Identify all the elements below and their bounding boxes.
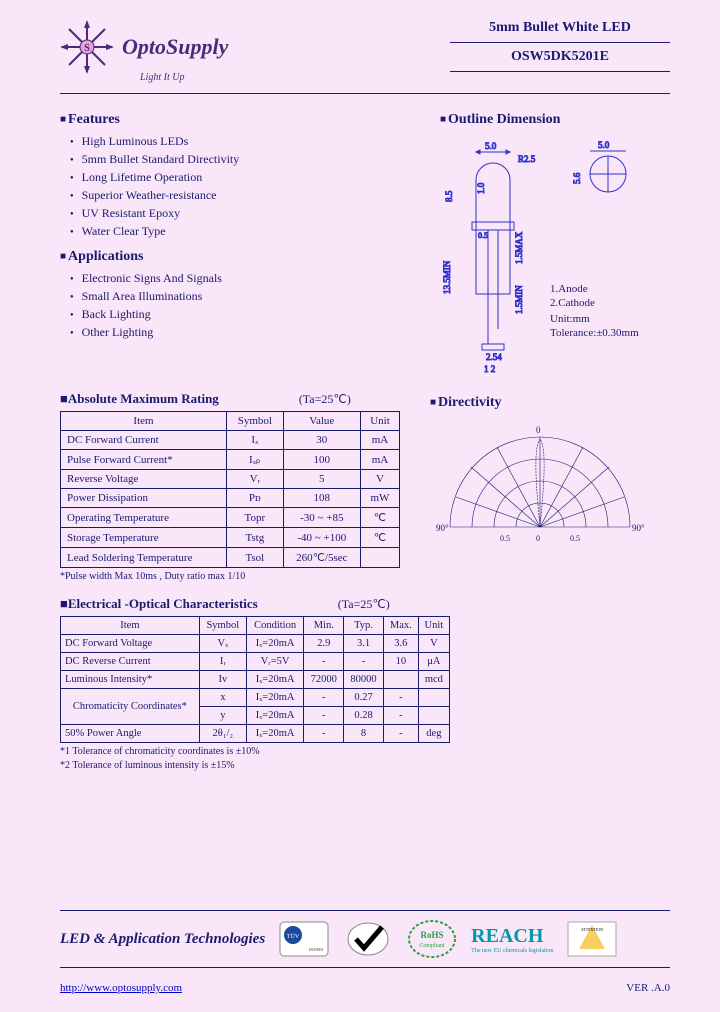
- tagline: Light It Up: [140, 72, 228, 83]
- directivity-heading: Directivity: [430, 395, 650, 411]
- outline-dimension-drawing: 5.0 R2.5 8.5 1.0 0.5 13.5MIN 1.5MAX 1.5M…: [440, 134, 660, 374]
- star-logo-icon: S: [60, 20, 114, 74]
- check-badge-icon: [343, 921, 393, 957]
- product-type: 5mm Bullet White LED: [450, 20, 670, 43]
- directivity-chart: 90° 90° 0 0.5 0 0.5: [430, 417, 650, 547]
- svg-text:1.0: 1.0: [476, 182, 486, 194]
- eo-note-2: *2 Tolerance of luminous intensity is ±1…: [60, 760, 670, 771]
- website-link[interactable]: http://www.optosupply.com: [60, 982, 182, 994]
- footer-title: LED & Application Technologies: [60, 931, 265, 948]
- svg-text:90°: 90°: [436, 523, 449, 533]
- list-item: Back Lighting: [70, 307, 410, 322]
- eo-note-1: *1 Tolerance of chromaticity coordinates…: [60, 746, 670, 757]
- svg-text:2.54: 2.54: [486, 352, 502, 362]
- svg-text:Unit:mm: Unit:mm: [550, 313, 590, 325]
- reach-badge: REACHThe new EU chemicals legislation: [471, 925, 553, 954]
- svg-text:0.5: 0.5: [478, 231, 488, 240]
- brand-name: OptoSupply: [122, 34, 228, 60]
- svg-text:TÜV: TÜV: [287, 933, 300, 940]
- svg-text:2.Cathode: 2.Cathode: [550, 297, 595, 309]
- title-block: 5mm Bullet White LED OSW5DK5201E: [450, 20, 670, 72]
- amr-table: ItemSymbolValueUnitDC Forward CurrentIₓ3…: [60, 411, 400, 568]
- svg-text:1.5MAX: 1.5MAX: [514, 231, 524, 264]
- svg-text:1.5MIN: 1.5MIN: [514, 285, 524, 314]
- applications-list: Electronic Signs And Signals Small Area I…: [60, 271, 410, 340]
- svg-text:90°: 90°: [632, 523, 645, 533]
- svg-text:R2.5: R2.5: [518, 154, 536, 164]
- svg-text:5.0: 5.0: [598, 140, 610, 150]
- eo-table: ItemSymbolConditionMin.Typ.Max.UnitDC Fo…: [60, 616, 450, 743]
- part-number: OSW5DK5201E: [450, 49, 670, 72]
- svg-text:ISO9001: ISO9001: [309, 947, 323, 952]
- list-item: Electronic Signs And Signals: [70, 271, 410, 286]
- version-label: VER .A.0: [626, 982, 670, 994]
- svg-text:RoHS: RoHS: [421, 930, 444, 940]
- list-item: High Luminous LEDs: [70, 134, 410, 149]
- list-item: Water Clear Type: [70, 224, 410, 239]
- list-item: UV Resistant Epoxy: [70, 206, 410, 221]
- logo-block: S OptoSupply Light It Up: [60, 20, 228, 83]
- amr-heading: ■Absolute Maximum Rating(Ta=25℃): [60, 391, 400, 407]
- tuv-badge-icon: TÜV ISO9001: [279, 921, 329, 957]
- svg-text:8.5: 8.5: [444, 190, 454, 202]
- svg-text:S: S: [84, 43, 90, 54]
- rohs-badge-icon: RoHS Compliant: [407, 921, 457, 957]
- page-header: S OptoSupply Light It Up 5mm Bullet Whit…: [60, 20, 670, 83]
- amr-note: *Pulse width Max 10ms , Duty ratio max 1…: [60, 571, 400, 582]
- svg-text:ATTENTION: ATTENTION: [581, 927, 603, 932]
- svg-text:5.6: 5.6: [572, 172, 582, 184]
- header-rule: [60, 93, 670, 94]
- list-item: Small Area Illuminations: [70, 289, 410, 304]
- features-list: High Luminous LEDs 5mm Bullet Standard Di…: [60, 134, 410, 239]
- svg-text:5.0: 5.0: [485, 141, 497, 151]
- svg-text:1 2: 1 2: [484, 364, 495, 374]
- esd-badge-icon: ATTENTION: [567, 921, 617, 957]
- eo-heading: ■Electrical -Optical Characteristics(Ta=…: [60, 596, 670, 612]
- svg-text:0.5: 0.5: [500, 534, 510, 543]
- features-heading: Features: [60, 112, 410, 128]
- list-item: Superior Weather-resistance: [70, 188, 410, 203]
- list-item: Other Lighting: [70, 325, 410, 340]
- svg-text:0.5: 0.5: [570, 534, 580, 543]
- svg-text:13.5MIN: 13.5MIN: [442, 260, 452, 294]
- svg-text:0: 0: [536, 425, 541, 435]
- page-footer: LED & Application Technologies TÜV ISO900…: [60, 900, 670, 994]
- svg-text:1.Anode: 1.Anode: [550, 283, 588, 295]
- svg-text:Tolerance:±0.30mm: Tolerance:±0.30mm: [550, 327, 639, 339]
- outline-heading: Outline Dimension: [440, 112, 670, 128]
- list-item: 5mm Bullet Standard Directivity: [70, 152, 410, 167]
- svg-text:Compliant: Compliant: [419, 943, 445, 949]
- svg-text:0: 0: [536, 534, 540, 543]
- applications-heading: Applications: [60, 249, 410, 265]
- list-item: Long Lifetime Operation: [70, 170, 410, 185]
